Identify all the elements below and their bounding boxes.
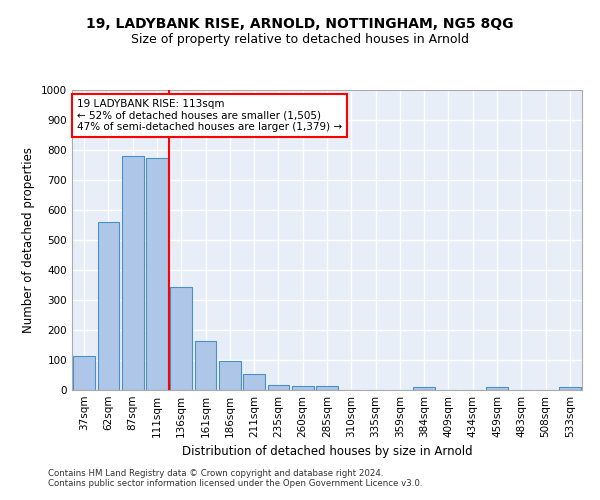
Bar xyxy=(194,340,217,390)
Bar xyxy=(292,386,314,390)
Bar xyxy=(243,374,265,390)
Bar xyxy=(170,286,192,390)
Text: Size of property relative to detached houses in Arnold: Size of property relative to detached ho… xyxy=(131,32,469,46)
Bar xyxy=(316,386,338,390)
Bar xyxy=(559,387,581,390)
Bar xyxy=(413,387,435,390)
Y-axis label: Number of detached properties: Number of detached properties xyxy=(22,147,35,333)
X-axis label: Distribution of detached houses by size in Arnold: Distribution of detached houses by size … xyxy=(182,446,472,458)
Bar xyxy=(122,156,143,390)
Bar xyxy=(219,360,241,390)
Text: 19 LADYBANK RISE: 113sqm
← 52% of detached houses are smaller (1,505)
47% of sem: 19 LADYBANK RISE: 113sqm ← 52% of detach… xyxy=(77,99,342,132)
Bar xyxy=(268,384,289,390)
Bar xyxy=(146,158,168,390)
Bar xyxy=(486,388,508,390)
Bar xyxy=(73,356,95,390)
Text: Contains public sector information licensed under the Open Government Licence v3: Contains public sector information licen… xyxy=(48,478,422,488)
Bar xyxy=(97,222,119,390)
Text: 19, LADYBANK RISE, ARNOLD, NOTTINGHAM, NG5 8QG: 19, LADYBANK RISE, ARNOLD, NOTTINGHAM, N… xyxy=(86,18,514,32)
Text: Contains HM Land Registry data © Crown copyright and database right 2024.: Contains HM Land Registry data © Crown c… xyxy=(48,468,383,477)
